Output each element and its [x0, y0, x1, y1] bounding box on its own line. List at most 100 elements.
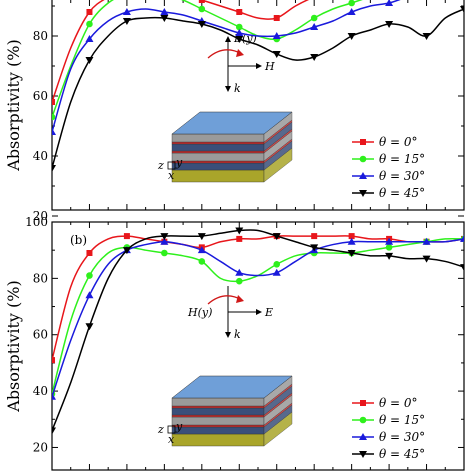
data-point: [348, 233, 355, 240]
legend: θ = 0° θ = 15° θ = 30° θ = 45°: [352, 135, 425, 200]
data-point: [85, 35, 94, 42]
structure-layer-front: [171, 414, 265, 418]
data-point: [122, 18, 131, 25]
data-point: [52, 357, 55, 364]
structure-top-face: [171, 375, 293, 399]
legend-label: θ = 15°: [379, 413, 425, 427]
data-point: [235, 36, 244, 43]
data-point: [348, 0, 355, 7]
data-point: [52, 165, 56, 172]
h-field-label: H: [264, 60, 275, 73]
data-point: [235, 29, 244, 36]
data-point: [385, 0, 394, 6]
y-tick-label: 20: [33, 440, 48, 454]
data-point: [198, 258, 206, 265]
series-line: [52, 238, 464, 397]
structure-layer-front: [171, 143, 265, 152]
coord-z-label: z: [157, 423, 164, 436]
data-point: [123, 233, 130, 240]
rotation-arrow-icon: [236, 49, 244, 57]
structure-layer-front: [171, 405, 265, 409]
k-vector-label: k: [234, 328, 241, 341]
structure-layer-front: [171, 152, 265, 162]
coord-y-label: y: [175, 156, 183, 169]
y-tick-label: 100: [25, 215, 48, 229]
data-point: [86, 250, 93, 256]
y-tick-label: 20: [33, 209, 48, 223]
legend-label: θ = 0°: [379, 396, 418, 410]
series-group: [52, 0, 464, 172]
structure-layer-front: [171, 133, 265, 143]
data-point: [422, 237, 431, 245]
coord-z-label: z: [157, 159, 164, 172]
legend-marker: [359, 451, 367, 458]
legend-marker: [359, 172, 367, 179]
data-point: [272, 233, 281, 241]
data-point: [235, 23, 243, 31]
series-line: [52, 237, 464, 395]
structure-layer-front: [171, 397, 265, 407]
data-point: [235, 268, 244, 276]
legend-label: θ = 0°: [379, 135, 418, 149]
data-point: [198, 0, 205, 3]
arrow-right-icon: [256, 63, 262, 69]
legend-marker: [359, 433, 367, 440]
data-point: [235, 277, 243, 285]
data-point: [161, 249, 168, 257]
structure-top-face: [171, 111, 293, 135]
panel-label: (b): [70, 233, 87, 247]
h-field-label: H(y): [187, 306, 212, 319]
structure-layer-front: [171, 141, 265, 145]
data-point: [197, 21, 206, 28]
data-point: [310, 54, 319, 61]
e-field-label: E: [264, 306, 273, 319]
data-point: [86, 9, 93, 15]
data-point: [347, 8, 356, 15]
y-tick-label: 60: [33, 89, 48, 103]
legend-marker: [359, 190, 367, 197]
data-point: [385, 252, 394, 260]
data-point: [85, 291, 94, 299]
data-point: [235, 227, 244, 235]
legend-marker: [359, 155, 367, 163]
data-point: [52, 99, 55, 105]
data-point: [273, 15, 280, 21]
data-point: [160, 233, 169, 241]
y-tick-label: 80: [33, 271, 48, 285]
rotation-arrow-icon: [236, 295, 244, 303]
coord-x-label: x: [168, 433, 175, 446]
coord-x-label: x: [168, 169, 175, 182]
arrow-right-icon: [256, 309, 262, 315]
structure-layer-front: [171, 150, 265, 154]
data-point: [273, 260, 281, 268]
y-tick-label: 80: [33, 29, 48, 43]
data-point: [122, 247, 131, 255]
data-point: [160, 237, 169, 245]
coordinate-box-icon: [167, 161, 176, 170]
data-point: [310, 23, 319, 30]
data-point: [385, 244, 393, 251]
data-point: [236, 9, 243, 15]
y-tick-label: 40: [33, 384, 48, 398]
data-point: [460, 264, 464, 272]
structure-layer-front: [171, 426, 265, 435]
data-point: [236, 235, 243, 242]
data-point: [310, 14, 318, 22]
data-point: [272, 51, 281, 58]
y-tick-label: 40: [33, 149, 48, 163]
structure-layer-front: [171, 169, 265, 183]
data-point: [272, 32, 281, 39]
data-point: [52, 113, 56, 121]
structure-layer-front: [171, 162, 265, 171]
structure-layer-front: [171, 424, 265, 428]
inset-diagram: H(y) Ek z yx: [157, 286, 293, 447]
legend: θ = 0° θ = 15° θ = 30° θ = 45°: [352, 396, 425, 461]
y-tick-label: 60: [33, 328, 48, 342]
structure-layer-front: [171, 407, 265, 416]
legend-label: θ = 30°: [379, 169, 425, 183]
data-point: [422, 255, 431, 263]
data-point: [272, 268, 281, 276]
legend-label: θ = 15°: [379, 152, 425, 166]
